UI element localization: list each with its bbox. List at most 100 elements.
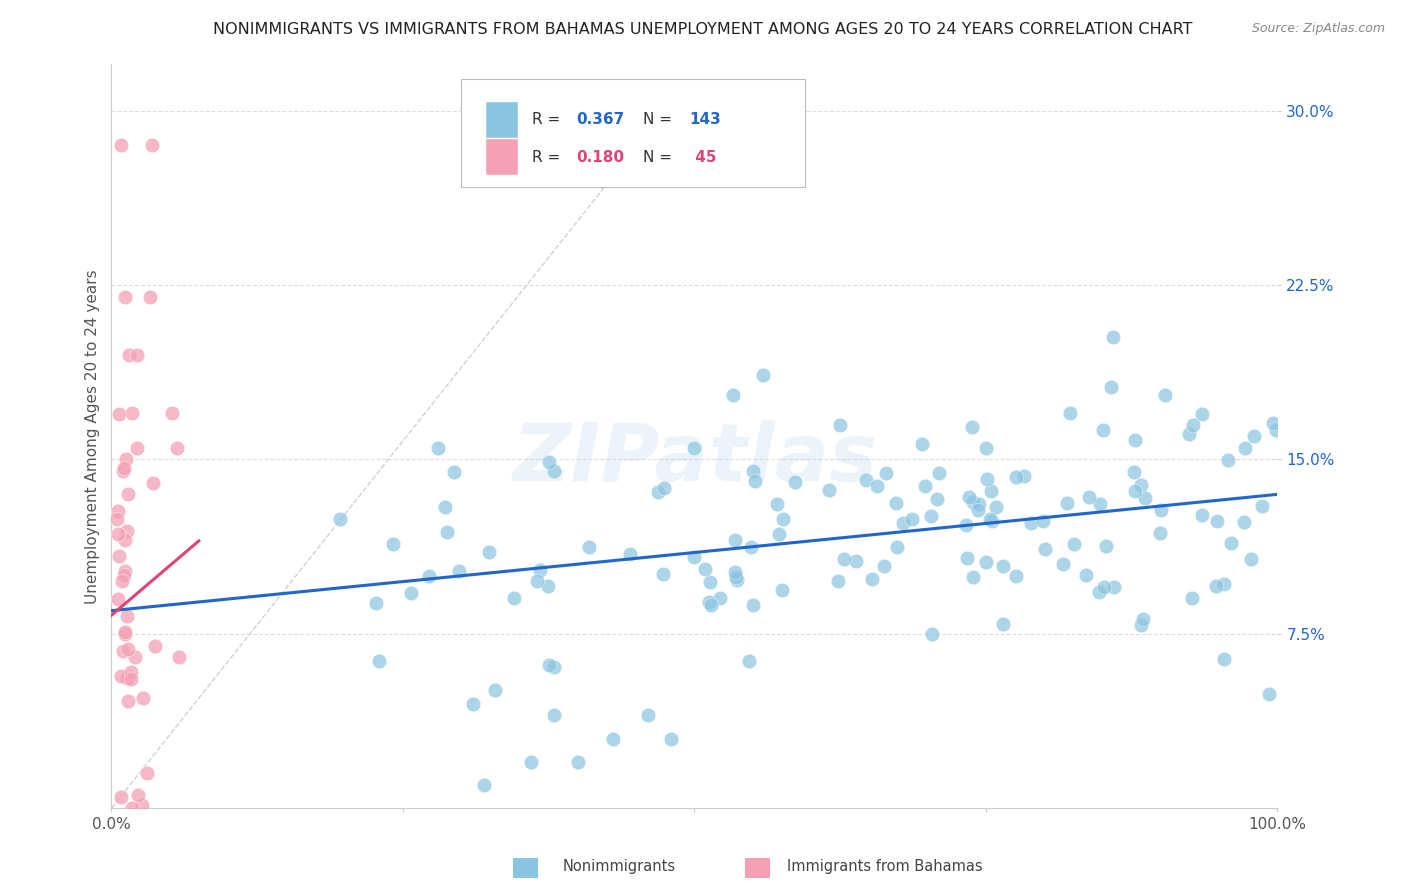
Point — [502, 591, 524, 606]
Point — [697, 595, 720, 609]
Y-axis label: Unemployment Among Ages 20 to 24 years: Unemployment Among Ages 20 to 24 years — [86, 268, 100, 604]
Point — [526, 574, 548, 589]
Point — [426, 441, 449, 455]
Point — [967, 503, 990, 517]
Point — [827, 574, 849, 588]
Point — [1206, 514, 1229, 528]
Point — [115, 671, 138, 685]
Text: Nonimmigrants: Nonimmigrants — [562, 859, 675, 873]
Point — [817, 483, 839, 498]
Point — [741, 464, 763, 478]
Point — [1033, 541, 1056, 556]
Point — [120, 672, 142, 686]
Point — [683, 549, 706, 564]
Point — [121, 406, 143, 420]
Point — [112, 568, 135, 582]
Point — [1019, 516, 1042, 530]
Point — [920, 508, 942, 523]
Point — [1265, 423, 1288, 437]
Point — [114, 290, 136, 304]
Point — [118, 348, 141, 362]
Point — [1154, 388, 1177, 402]
Point — [1240, 552, 1263, 566]
Point — [120, 665, 142, 680]
Point — [901, 512, 924, 526]
Point — [619, 547, 641, 561]
Point — [884, 495, 907, 509]
Point — [725, 574, 748, 588]
Point — [724, 565, 747, 579]
Point — [980, 484, 1002, 499]
FancyBboxPatch shape — [461, 79, 806, 186]
Point — [537, 579, 560, 593]
Point — [772, 512, 794, 526]
Point — [107, 512, 129, 526]
Point — [1032, 514, 1054, 528]
Point — [955, 551, 977, 566]
Point — [520, 755, 543, 769]
Point — [484, 682, 506, 697]
Point — [737, 654, 759, 668]
Point — [700, 598, 723, 612]
Point — [1213, 577, 1236, 591]
Point — [1261, 416, 1284, 430]
Text: N =: N = — [643, 112, 676, 128]
Point — [139, 290, 162, 304]
Point — [567, 755, 589, 769]
Point — [1088, 584, 1111, 599]
Point — [443, 465, 465, 479]
Point — [1090, 497, 1112, 511]
Text: 143: 143 — [690, 112, 721, 128]
Point — [724, 533, 747, 548]
Point — [770, 582, 793, 597]
Point — [1005, 470, 1028, 484]
Point — [1178, 426, 1201, 441]
Point — [329, 512, 352, 526]
Point — [125, 348, 148, 362]
Point — [1234, 441, 1257, 455]
Point — [366, 596, 388, 610]
Point — [117, 487, 139, 501]
Point — [683, 441, 706, 455]
Point — [110, 669, 132, 683]
Point — [1056, 496, 1078, 510]
Point — [1078, 490, 1101, 504]
Point — [1212, 652, 1234, 666]
Point — [449, 565, 471, 579]
Point — [367, 654, 389, 668]
Point — [1135, 491, 1157, 506]
Point — [131, 797, 153, 812]
Point — [1181, 591, 1204, 605]
Point — [108, 407, 131, 421]
Point — [1063, 537, 1085, 551]
Point — [115, 524, 138, 538]
Point — [1095, 539, 1118, 553]
Point — [166, 441, 188, 455]
Point — [418, 569, 440, 583]
Point — [984, 500, 1007, 515]
Text: 0.180: 0.180 — [576, 150, 624, 165]
Point — [1149, 525, 1171, 540]
Point — [381, 537, 404, 551]
Point — [957, 490, 980, 504]
Point — [111, 644, 134, 658]
Point — [167, 650, 190, 665]
Point — [143, 639, 166, 653]
Point — [834, 552, 856, 566]
Point — [135, 765, 157, 780]
Point — [578, 540, 600, 554]
FancyBboxPatch shape — [485, 102, 519, 137]
Point — [967, 497, 990, 511]
FancyBboxPatch shape — [485, 139, 519, 175]
Point — [637, 708, 659, 723]
Point — [709, 591, 731, 605]
Point — [1102, 330, 1125, 344]
Text: 0.367: 0.367 — [576, 112, 624, 128]
Point — [981, 514, 1004, 528]
Point — [1076, 567, 1098, 582]
Point — [124, 650, 146, 665]
Point — [927, 491, 949, 506]
Point — [131, 691, 153, 706]
Point — [1219, 536, 1241, 550]
Point — [991, 558, 1014, 573]
